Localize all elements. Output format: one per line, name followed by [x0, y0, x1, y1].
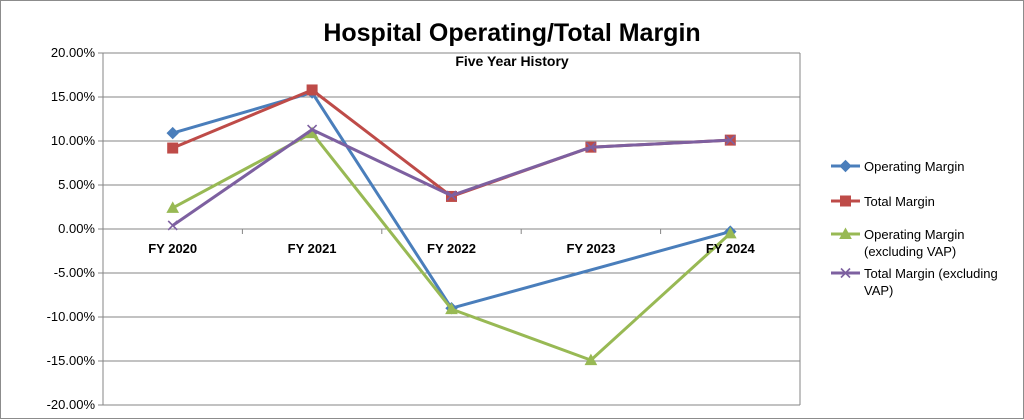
- x-tick-label: FY 2022: [427, 241, 476, 256]
- legend-label: Operating Margin: [864, 227, 964, 242]
- data-point: [166, 126, 179, 140]
- data-point: [585, 142, 596, 153]
- data-point: [725, 135, 736, 146]
- marker-stroke: [840, 267, 851, 279]
- series-3: [167, 124, 736, 231]
- series-line: [172, 91, 731, 310]
- data-point: [840, 195, 851, 207]
- data-point: [723, 226, 737, 239]
- y-tick-label: -20.00%: [47, 397, 96, 412]
- y-tick-label: 10.00%: [51, 133, 96, 148]
- data-point: [839, 159, 852, 173]
- legend-item: Total Margin (excluding VAP): [831, 266, 998, 298]
- x-tick-label: FY 2023: [566, 241, 615, 256]
- data-point: [306, 84, 318, 96]
- data-point: [446, 190, 457, 201]
- gridlines: [103, 52, 800, 406]
- legend-label: Operating Margin: [864, 159, 964, 174]
- data-point: [167, 220, 178, 231]
- series-layer: [166, 84, 737, 366]
- legend-item: Total Margin: [831, 194, 935, 209]
- y-tick-label: -15.00%: [47, 353, 96, 368]
- data-point: [307, 124, 318, 135]
- data-point: [166, 201, 180, 213]
- data-point: [584, 353, 598, 366]
- legend-label: Total Margin: [864, 194, 935, 209]
- series-2: [166, 126, 737, 366]
- data-point: [840, 267, 851, 279]
- marker-stroke: [725, 135, 736, 146]
- data-point: [167, 142, 179, 154]
- y-tick-label: 0.00%: [58, 221, 95, 236]
- y-tick-label: 5.00%: [58, 177, 95, 192]
- y-tick-label: -10.00%: [47, 309, 96, 324]
- legend-label: VAP): [864, 283, 893, 298]
- x-tick-label: FY 2021: [288, 241, 337, 256]
- data-point: [445, 302, 458, 315]
- legend-item: Operating Margin: [831, 159, 964, 174]
- x-tick-label: FY 2024: [706, 241, 756, 256]
- axes: [98, 52, 801, 406]
- data-point: [839, 227, 852, 239]
- y-tick-label: 15.00%: [51, 89, 96, 104]
- series-line: [171, 128, 731, 227]
- legend-label: (excluding VAP): [864, 244, 956, 259]
- marker-stroke: [307, 124, 318, 135]
- chart-subtitle: Five Year History: [455, 53, 569, 69]
- legend-item: Operating Margin (excluding VAP): [831, 227, 964, 259]
- chart-title: Hospital Operating/Total Margin: [323, 19, 700, 47]
- y-tick-label: 20.00%: [51, 45, 96, 60]
- x-tick-label: FY 2020: [148, 241, 197, 256]
- legend-label: Total Margin (excluding: [864, 266, 998, 281]
- tick-labels: 20.00% 15.00% 10.00% 5.00% 0.00% -5.00% -10.00…: [47, 45, 756, 412]
- marker-stroke: [585, 142, 596, 153]
- y-tick-label: -5.00%: [54, 265, 96, 280]
- marker-stroke: [167, 220, 178, 231]
- legend: Operating Margin Total Margin Operating Ma…: [831, 159, 998, 298]
- marker-stroke: [446, 190, 457, 201]
